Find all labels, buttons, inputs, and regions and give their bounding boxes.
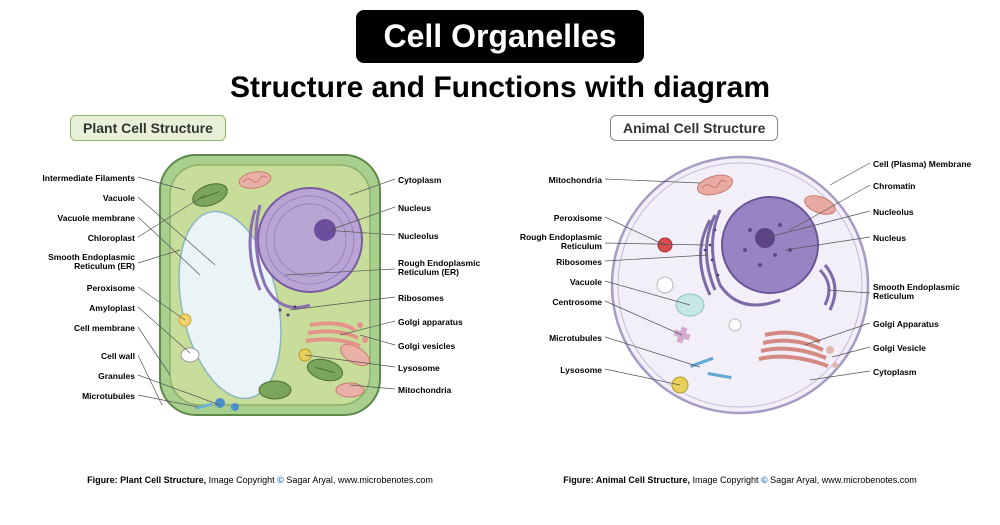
label-a-golgi: Golgi Apparatus — [873, 319, 939, 329]
label-cell-wall: Cell wall — [101, 351, 135, 361]
label-a-lysosome: Lysosome — [560, 365, 602, 375]
plant-cell-diagram: Plant Cell Structure — [30, 115, 490, 485]
label-a-microtubules: Microtubules — [549, 333, 602, 343]
label-a-cytoplasm: Cytoplasm — [873, 367, 916, 377]
label-cell-membrane: Cell membrane — [74, 323, 135, 333]
label-granules: Granules — [98, 371, 135, 381]
label-a-mitochondria: Mitochondria — [549, 175, 602, 185]
label-peroxisome: Peroxisome — [87, 283, 135, 293]
label-microtubules: Microtubules — [82, 391, 135, 401]
label-a-ribosomes: Ribosomes — [556, 257, 602, 267]
label-a-chromatin: Chromatin — [873, 181, 916, 191]
label-cytoplasm: Cytoplasm — [398, 175, 441, 185]
label-chloroplast: Chloroplast — [88, 233, 135, 243]
page-subtitle: Structure and Functions with diagram — [0, 71, 1000, 105]
label-a-plasma-membrane: Cell (Plasma) Membrane — [873, 159, 971, 169]
label-vacuole: Vacuole — [103, 193, 135, 203]
label-a-peroxisome: Peroxisome — [554, 213, 602, 223]
plant-caption: Figure: Plant Cell Structure, Image Copy… — [87, 475, 433, 485]
label-a-nucleolus: Nucleolus — [873, 207, 914, 217]
animal-cell-diagram: Animal Cell Structure — [510, 115, 970, 485]
label-mitochondria: Mitochondria — [398, 385, 451, 395]
label-rer: Rough EndoplasmicReticulum (ER) — [398, 259, 480, 278]
label-a-vacuole: Vacuole — [570, 277, 602, 287]
label-a-nucleus: Nucleus — [873, 233, 906, 243]
label-golgi: Golgi apparatus — [398, 317, 463, 327]
label-a-ser: Smooth EndoplasmicReticulum — [873, 283, 960, 302]
label-intermediate-filaments: Intermediate Filaments — [42, 173, 135, 183]
label-nucleus: Nucleus — [398, 203, 431, 213]
animal-caption: Figure: Animal Cell Structure, Image Cop… — [563, 475, 916, 485]
label-nucleolus: Nucleolus — [398, 231, 439, 241]
label-a-golgi-vesicle: Golgi Vesicle — [873, 343, 926, 353]
label-a-rer: Rough EndoplasmicReticulum — [520, 233, 602, 252]
label-a-centrosome: Centrosome — [552, 297, 602, 307]
label-vacuole-membrane: Vacuole membrane — [58, 213, 135, 223]
label-ribosomes: Ribosomes — [398, 293, 444, 303]
label-amyloplast: Amyloplast — [89, 303, 135, 313]
label-lysosome: Lysosome — [398, 363, 440, 373]
label-golgi-vesicles: Golgi vesicles — [398, 341, 455, 351]
page-title: Cell Organelles — [356, 10, 645, 63]
label-ser: Smooth EndoplasmicReticulum (ER) — [48, 253, 135, 272]
